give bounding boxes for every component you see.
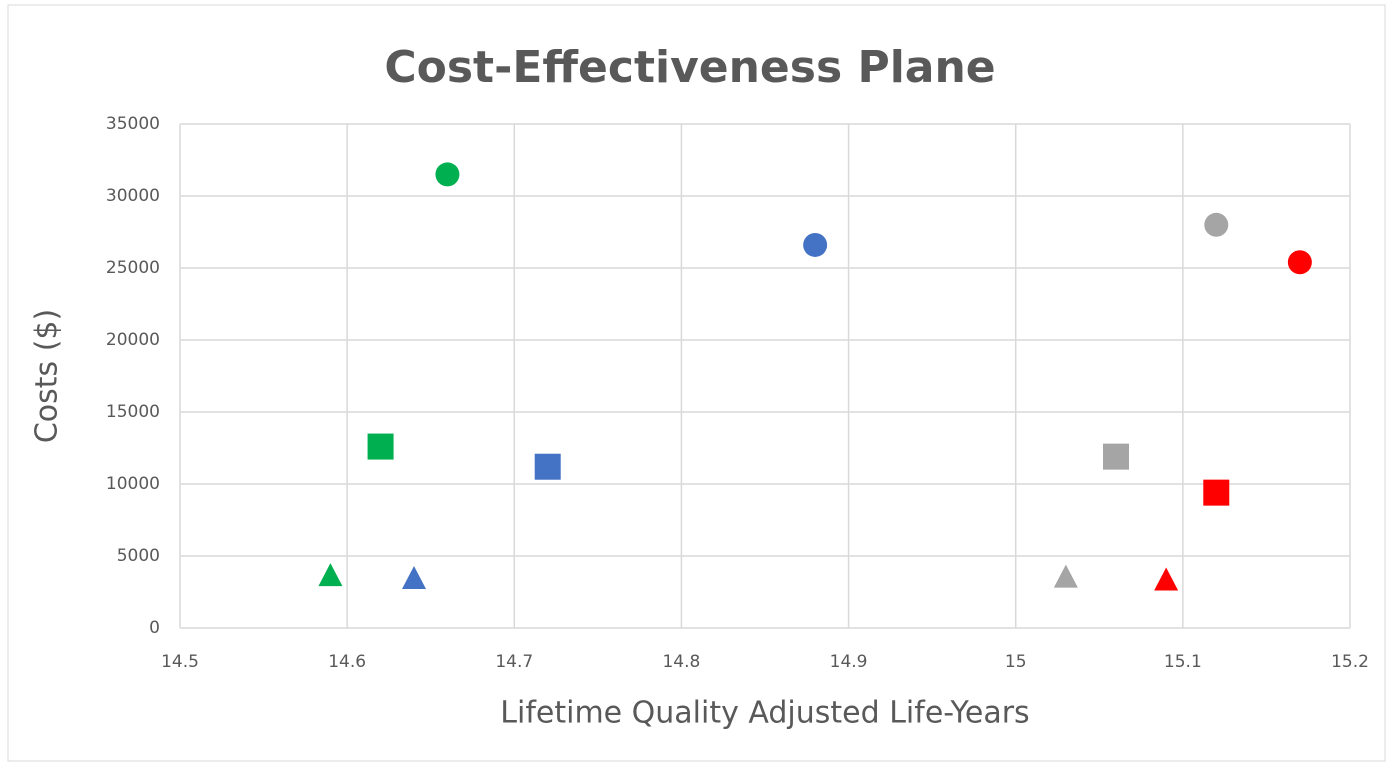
y-tick-label: 30000 [106, 186, 160, 206]
point [803, 232, 828, 257]
point [367, 433, 394, 460]
point [435, 162, 460, 187]
point [318, 563, 343, 587]
y-tick-label: 15000 [106, 402, 160, 422]
point [1287, 250, 1312, 275]
y-axis-label: Costs ($) [30, 309, 65, 443]
chart-title: Cost-Effectiveness Plane [384, 42, 995, 93]
point [1103, 443, 1129, 470]
point [534, 453, 561, 480]
point [1204, 212, 1229, 237]
x-tick-label: 15 [1005, 652, 1027, 672]
x-tick-label: 14.8 [662, 652, 700, 672]
point [1154, 567, 1179, 591]
y-tick-label: 5000 [117, 546, 160, 566]
x-axis-label: Lifetime Quality Adjusted Life-Years [500, 696, 1029, 731]
y-tick-label: 25000 [106, 258, 160, 278]
x-tick-label: 15.1 [1164, 652, 1202, 672]
y-tick-label: 35000 [106, 114, 160, 134]
x-tick-label: 14.7 [495, 652, 533, 672]
y-tick-label: 10000 [106, 474, 160, 494]
point [1053, 564, 1078, 588]
x-tick-label: 14.6 [328, 652, 366, 672]
y-tick-label: 20000 [106, 330, 160, 350]
chart-border [7, 4, 1386, 762]
x-tick-label: 15.2 [1331, 652, 1369, 672]
point [1203, 479, 1230, 506]
y-tick-label: 0 [149, 618, 160, 638]
x-tick-label: 14.5 [161, 652, 199, 672]
point [402, 566, 426, 590]
x-tick-label: 14.9 [830, 652, 868, 672]
